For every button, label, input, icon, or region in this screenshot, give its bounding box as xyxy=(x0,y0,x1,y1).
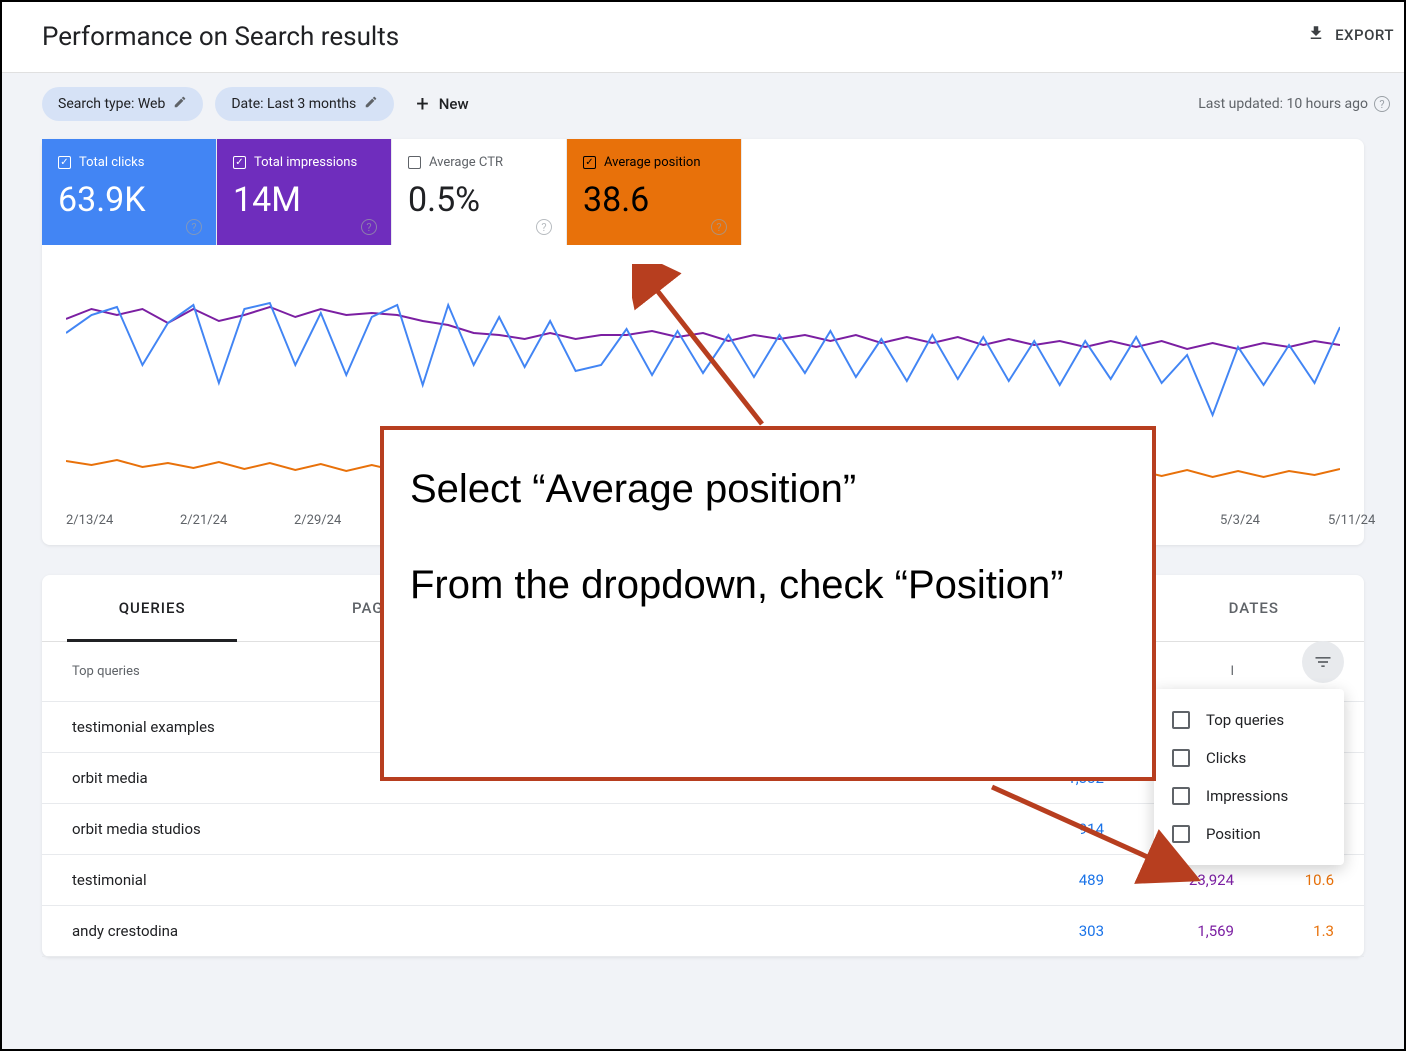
filter-chip-date[interactable]: Date: Last 3 months xyxy=(215,87,394,121)
export-label: EXPORT xyxy=(1335,26,1394,44)
annotation-line-2: From the dropdown, check “Position” xyxy=(410,556,1126,614)
dropdown-item[interactable]: Clicks xyxy=(1154,739,1344,777)
download-icon xyxy=(1307,24,1325,46)
metric-card-0[interactable]: Total clicks 63.9K? xyxy=(42,139,217,245)
dropdown-label: Clicks xyxy=(1206,749,1246,767)
annotation-arrow-down xyxy=(982,777,1222,897)
dropdown-item[interactable]: Top queries xyxy=(1154,701,1344,739)
x-axis-label: 2/21/24 xyxy=(180,513,227,528)
x-axis-label: 2/29/24 xyxy=(294,513,341,528)
cell-query: orbit media studios xyxy=(72,820,974,838)
metric-checkbox[interactable] xyxy=(233,156,246,169)
annotation-arrow-up xyxy=(632,264,802,434)
metric-value: 38.6 xyxy=(583,180,725,220)
metric-value: 63.9K xyxy=(58,180,200,220)
cell-query: testimonial xyxy=(72,871,974,889)
new-filter-button[interactable]: + New xyxy=(416,92,468,117)
dropdown-checkbox[interactable] xyxy=(1172,711,1190,729)
help-icon[interactable]: ? xyxy=(1374,96,1390,112)
filter-chip-search-type[interactable]: Search type: Web xyxy=(42,87,203,121)
metric-card-1[interactable]: Total impressions 14M? xyxy=(217,139,392,245)
metric-checkbox[interactable] xyxy=(58,156,71,169)
metric-value: 14M xyxy=(233,180,375,220)
pencil-icon xyxy=(364,95,378,113)
table-row[interactable]: andy crestodina3031,5691.3 xyxy=(42,906,1364,957)
metric-checkbox[interactable] xyxy=(583,156,596,169)
metric-value: 0.5% xyxy=(408,180,550,220)
metric-card-3[interactable]: Average position 38.6? xyxy=(567,139,742,245)
metric-label: Average CTR xyxy=(429,155,503,170)
new-label: New xyxy=(439,95,469,113)
help-icon[interactable]: ? xyxy=(186,219,202,235)
cell-clicks: 303 xyxy=(974,922,1104,940)
pencil-icon xyxy=(173,95,187,113)
tab-queries[interactable]: QUERIES xyxy=(42,575,262,641)
x-axis-label: 5/3/24 xyxy=(1220,513,1260,528)
dropdown-checkbox[interactable] xyxy=(1172,749,1190,767)
metric-checkbox[interactable] xyxy=(408,156,421,169)
metric-label: Total clicks xyxy=(79,155,144,170)
help-icon[interactable]: ? xyxy=(536,219,552,235)
x-axis-label: 5/11/24 xyxy=(1328,513,1375,528)
chip-label: Date: Last 3 months xyxy=(231,96,356,112)
cell-position: 10.6 xyxy=(1234,871,1334,889)
plus-icon: + xyxy=(416,92,428,117)
cell-query: andy crestodina xyxy=(72,922,974,940)
metrics-row: Total clicks63.9K?Total impressions14M?A… xyxy=(42,139,1364,245)
chip-label: Search type: Web xyxy=(58,96,165,112)
last-updated-text: Last updated: 10 hours ago ? xyxy=(1198,96,1390,112)
table-filter-button[interactable] xyxy=(1302,641,1344,683)
help-icon[interactable]: ? xyxy=(711,219,727,235)
metric-label: Total impressions xyxy=(254,155,357,170)
x-axis-label: 2/13/24 xyxy=(66,513,113,528)
metric-card-2[interactable]: Average CTR 0.5%? xyxy=(392,139,567,245)
cell-impressions: 1,569 xyxy=(1104,922,1234,940)
export-button[interactable]: EXPORT xyxy=(1307,24,1394,46)
tab-dates[interactable]: DATES xyxy=(1144,575,1364,641)
page-title: Performance on Search results xyxy=(2,22,1404,72)
annotation-line-1: Select “Average position” xyxy=(410,460,1126,518)
dropdown-label: Top queries xyxy=(1206,711,1284,729)
cell-position: 1.3 xyxy=(1234,922,1334,940)
help-icon[interactable]: ? xyxy=(361,219,377,235)
annotation-callout: Select “Average position” From the dropd… xyxy=(380,426,1156,781)
filters-row: Search type: Web Date: Last 3 months + N… xyxy=(2,73,1404,139)
metric-label: Average position xyxy=(604,155,701,170)
